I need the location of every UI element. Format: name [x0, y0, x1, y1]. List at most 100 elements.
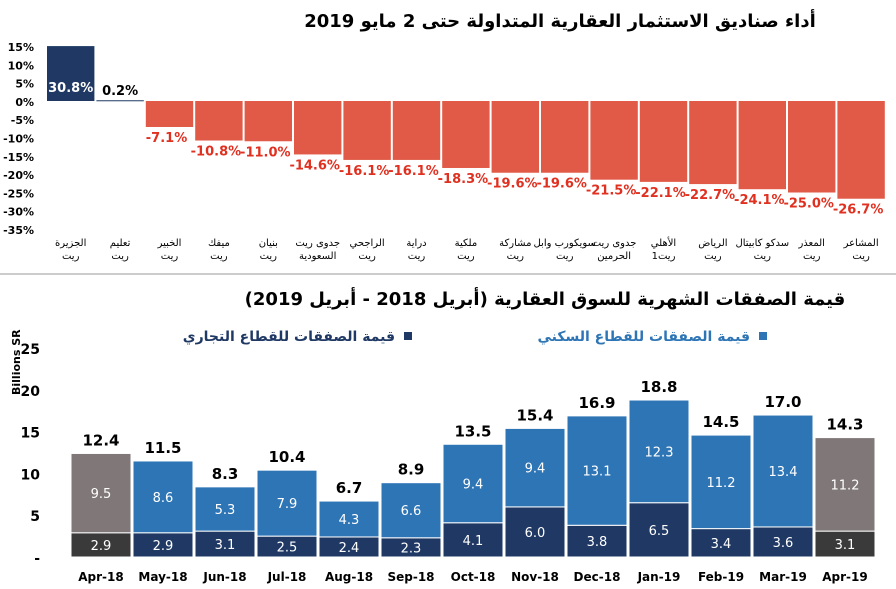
x-tick-label: جدوى ريت السعودية: [295, 238, 340, 262]
data-label-residential: 7.9: [277, 497, 298, 512]
y-tick-label: -10%: [3, 133, 34, 146]
data-label: -24.1%: [734, 193, 785, 208]
legend-swatch-residential: [759, 332, 767, 340]
data-label-total: 11.5: [144, 439, 181, 457]
x-tick-label: Apr-18: [78, 570, 123, 584]
y-tick-label: 10%: [8, 59, 34, 72]
bar-residential: [814, 437, 876, 532]
y-tick-label: -30%: [3, 206, 34, 219]
x-tick-label: Jun-18: [202, 570, 246, 584]
y-tick-label: 25: [21, 342, 40, 358]
bar-residential: [566, 415, 628, 526]
x-tick-label: Jul-18: [267, 570, 307, 584]
data-label-commercial: 3.8: [587, 535, 608, 550]
bar-residential: [504, 427, 566, 508]
data-label-commercial: 3.4: [711, 537, 732, 552]
data-label: -14.6%: [289, 158, 340, 173]
data-label-residential: 13.4: [769, 465, 798, 480]
data-label: 0.2%: [102, 84, 138, 99]
data-label: -22.7%: [685, 188, 736, 203]
x-tick-label: الأهلي ريت1: [651, 236, 676, 262]
data-label-total: 14.3: [826, 416, 863, 434]
data-label: -10.8%: [191, 145, 242, 160]
bar-residential: [690, 434, 752, 530]
data-label-commercial: 2.9: [153, 539, 174, 554]
bar: [195, 101, 243, 141]
bar: [244, 101, 292, 142]
bar: [145, 101, 194, 127]
bar: [294, 101, 342, 155]
bar: [491, 101, 539, 173]
bar-residential: [380, 482, 442, 539]
data-label-total: 8.9: [398, 461, 425, 479]
bar: [738, 101, 786, 190]
y-tick-label: -5%: [11, 114, 34, 127]
y-tick-label: -20%: [3, 169, 34, 182]
data-label-commercial: 4.1: [463, 534, 484, 549]
x-tick-label: الراجحي ريت: [350, 238, 385, 262]
data-label-total: 15.4: [516, 406, 553, 424]
x-tick-label: Oct-18: [451, 570, 496, 584]
x-tick-label: دراية ريت: [406, 238, 426, 262]
data-label-commercial: 2.3: [401, 541, 422, 556]
data-label-residential: 12.3: [645, 445, 674, 460]
y-tick-label: -15%: [3, 151, 34, 164]
data-label: -26.7%: [833, 203, 884, 218]
x-tick-label: سدكو كابيتال ريت: [735, 238, 789, 262]
x-tick-label: Nov-18: [511, 570, 559, 584]
x-tick-label: ميفك ريت: [208, 238, 230, 262]
x-tick-label: Dec-18: [574, 570, 621, 584]
data-label-residential: 5.3: [215, 503, 236, 518]
data-label-total: 18.8: [640, 378, 677, 396]
data-label-residential: 4.3: [339, 513, 360, 528]
bar: [392, 101, 441, 160]
data-label-total: 17.0: [764, 393, 801, 411]
data-label-residential: 9.5: [91, 487, 112, 502]
x-tick-label: الرياض ريت: [698, 238, 727, 262]
bar-residential: [194, 486, 256, 532]
data-label-commercial: 6.0: [525, 526, 546, 541]
bottom-chart-title: قيمة الصفقات الشهرية للسوق العقارية (أبر…: [245, 287, 846, 310]
x-tick-label: جدوى ريت الحرمين: [592, 238, 637, 262]
bar: [96, 100, 144, 102]
bar: [837, 101, 885, 199]
data-label: -19.6%: [536, 177, 587, 192]
x-tick-label: Mar-19: [759, 570, 807, 584]
bar-residential: [318, 500, 380, 538]
bar-residential: [752, 414, 814, 528]
x-tick-label: المشاعر ريت: [843, 238, 879, 262]
y-tick-label: 5%: [15, 78, 34, 91]
bar-residential: [628, 399, 690, 504]
legend-label-commercial: قيمة الصفقات للقطاع التجاري: [183, 329, 395, 346]
bar-commercial: [70, 532, 132, 558]
x-tick-label: سويكورب وابل ريت: [533, 238, 595, 262]
y-tick-label: -35%: [3, 224, 34, 237]
x-tick-label: Sep-18: [387, 570, 434, 584]
bar: [442, 101, 490, 168]
data-label: -18.3%: [438, 172, 489, 187]
data-label: -16.1%: [339, 164, 390, 179]
y-axis-label: Billions SR: [10, 329, 23, 395]
data-label-residential: 6.6: [401, 504, 422, 519]
data-label-residential: 11.2: [831, 478, 860, 493]
bar: [788, 101, 836, 193]
data-label-residential: 11.2: [707, 476, 736, 491]
data-label-commercial: 3.6: [773, 536, 794, 551]
bar: [590, 101, 638, 180]
x-tick-label: مشاركة ريت: [499, 238, 531, 262]
x-tick-label: ملكية ريت: [455, 238, 478, 262]
y-tick-label: 15%: [8, 41, 34, 54]
data-label: -7.1%: [146, 131, 187, 146]
data-label-total: 8.3: [212, 465, 239, 483]
x-tick-label: Feb-19: [698, 570, 744, 584]
data-label-total: 14.5: [702, 413, 739, 431]
bar-residential: [442, 443, 504, 524]
top-chart-title: أداء صناديق الاستثمار العقارية المتداولة…: [304, 9, 816, 32]
data-label-residential: 8.6: [153, 491, 174, 506]
data-label-commercial: 2.9: [91, 539, 112, 554]
x-tick-label: Apr-19: [822, 570, 867, 584]
bar: [47, 46, 95, 101]
y-tick-label: 10: [21, 467, 41, 483]
